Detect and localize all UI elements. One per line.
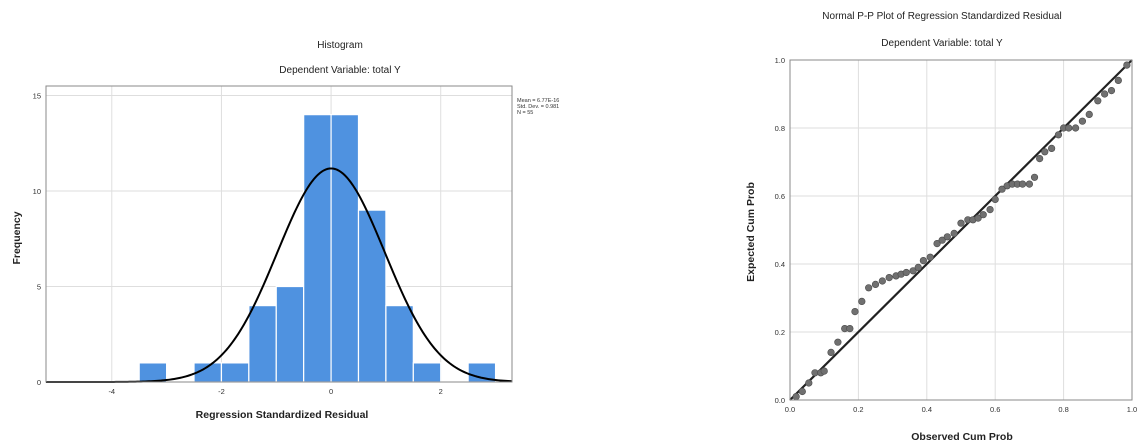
histogram-bar [303, 114, 332, 383]
histogram-title: Histogram [317, 40, 363, 51]
histogram-subtitle: Dependent Variable: total Y [279, 65, 401, 76]
histogram-bar [138, 362, 168, 383]
x-tick-label: 0.0 [785, 405, 795, 414]
histogram-bar [275, 285, 305, 383]
histogram-y-ticks: 0 5 10 15 [33, 92, 41, 387]
histogram-bar [220, 362, 250, 383]
pp-point [1025, 180, 1033, 188]
pp-point [1101, 90, 1109, 98]
pp-point [979, 211, 987, 219]
histogram-plot-frame [45, 85, 513, 383]
pp-point [926, 253, 934, 261]
pp-point [950, 229, 958, 237]
histogram-stats-box: Mean = 6.77E-16 Std. Dev. = 0.981 N = 55 [517, 98, 559, 116]
pp-y-axis-label: Expected Cum Prob [745, 182, 757, 282]
pp-point [792, 393, 800, 401]
y-tick-label: 0.4 [775, 260, 785, 269]
pp-point [1041, 148, 1049, 156]
pp-point [1054, 131, 1063, 139]
stat-mean: Mean = 6.77E-16 [517, 98, 559, 104]
histogram-bars [138, 114, 497, 383]
stat-n: N = 55 [517, 110, 533, 116]
pp-point [933, 240, 941, 248]
pp-point [865, 284, 873, 292]
pp-y-ticks: 0.0 0.2 0.4 0.6 0.8 1.0 [775, 56, 785, 405]
histogram-x-axis-label: Regression Standardized Residual [196, 409, 369, 421]
histogram-y-axis-label: Frequency [11, 211, 23, 264]
pp-point [1094, 97, 1102, 105]
pp-point [938, 236, 946, 244]
histogram-bar [412, 362, 442, 383]
pp-point [834, 338, 842, 346]
x-tick-label: 0 [329, 387, 333, 396]
histogram-bar [330, 114, 360, 383]
pp-point [1114, 76, 1122, 84]
pp-point [871, 280, 880, 289]
x-tick-label: 0.2 [853, 405, 863, 414]
pp-plot-frame [789, 59, 1133, 401]
pp-point [798, 387, 806, 396]
pp-point [902, 268, 910, 277]
x-tick-label: 0.4 [922, 405, 932, 414]
histogram-bar [385, 305, 414, 383]
pp-point [1107, 86, 1116, 95]
pp-point [986, 206, 994, 214]
pp-point [805, 379, 813, 387]
x-tick-label: 0.8 [1058, 405, 1068, 414]
pp-subtitle: Dependent Variable: total Y [881, 38, 1003, 49]
stat-std-dev: Std. Dev. = 0.981 [517, 104, 559, 110]
pp-point [820, 367, 828, 375]
pp-point [1065, 124, 1073, 132]
pp-point [846, 325, 854, 333]
x-tick-label: -4 [108, 387, 115, 396]
pp-point [974, 214, 982, 222]
pp-point [943, 233, 951, 241]
x-tick-label: 0.6 [990, 405, 1000, 414]
pp-point [878, 277, 886, 285]
x-tick-label: -2 [218, 387, 225, 396]
x-tick-label: 1.0 [1127, 405, 1137, 414]
pp-point [1036, 155, 1044, 163]
pp-point [1078, 117, 1087, 125]
pp-points [792, 61, 1131, 401]
pp-point [1030, 173, 1039, 181]
pp-point [827, 348, 835, 357]
pp-x-axis-label: Observed Cum Prob [911, 431, 1013, 443]
y-tick-label: 0.2 [775, 328, 785, 337]
pp-point [1085, 110, 1093, 118]
pp-plot-chart: Normal P-P Plot of Regression Standardiz… [745, 11, 1137, 443]
pp-point [1123, 61, 1131, 69]
histogram-bar [357, 209, 387, 383]
pp-point [919, 257, 927, 265]
x-tick-label: 2 [439, 387, 443, 396]
pp-point [991, 195, 999, 203]
y-tick-label: 0.8 [775, 124, 785, 133]
pp-point [858, 297, 866, 306]
histogram-bar [248, 305, 277, 383]
pp-point [957, 219, 965, 227]
pp-point [998, 185, 1006, 193]
y-tick-label: 0.6 [775, 192, 785, 201]
y-tick-label: 0.0 [775, 396, 785, 405]
pp-point [1071, 124, 1080, 132]
pp-title: Normal P-P Plot of Regression Standardiz… [822, 11, 1061, 22]
pp-point [885, 274, 893, 282]
reference-line [789, 59, 1133, 401]
pp-point [909, 267, 917, 275]
y-tick-label: 10 [33, 187, 41, 196]
pp-x-ticks: 0.0 0.2 0.4 0.6 0.8 1.0 [785, 405, 1137, 414]
y-tick-label: 0 [37, 378, 41, 387]
y-tick-label: 15 [33, 92, 41, 101]
y-tick-label: 1.0 [775, 56, 785, 65]
histogram-chart: Histogram Dependent Variable: total Y -4… [11, 40, 559, 421]
pp-point [851, 308, 859, 316]
pp-point [914, 263, 922, 272]
pp-point [1048, 144, 1056, 152]
y-tick-label: 5 [37, 283, 41, 292]
pp-point [1018, 180, 1027, 188]
histogram-x-ticks: -4 -2 0 2 [108, 387, 442, 396]
